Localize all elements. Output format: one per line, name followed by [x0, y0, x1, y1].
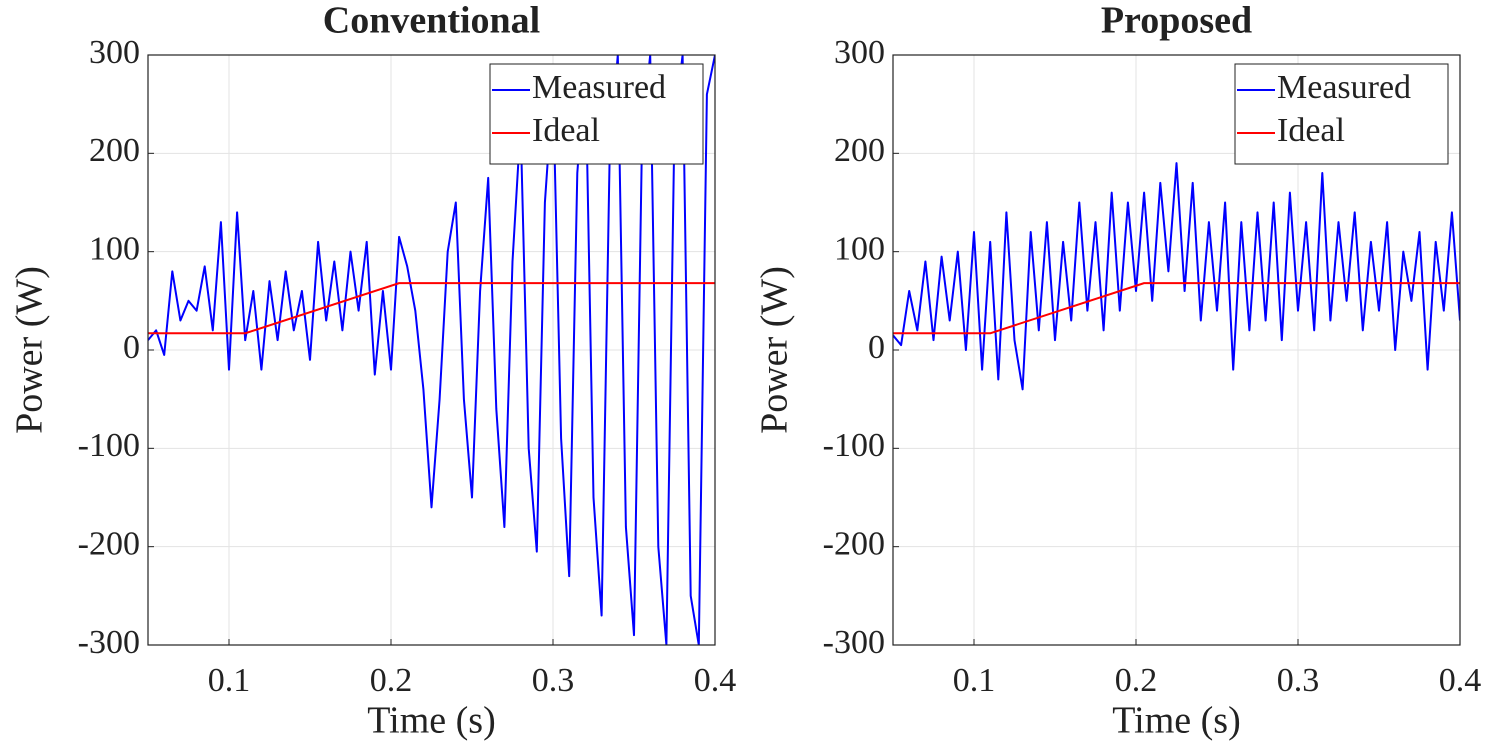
y-tick-label: 100 — [834, 230, 885, 267]
x-tick-label: 0.2 — [370, 662, 413, 699]
y-tick-label: 300 — [89, 34, 140, 71]
legend-label: Measured — [532, 69, 666, 106]
x-tick-label: 0.3 — [1277, 662, 1320, 699]
data-line — [148, 282, 715, 335]
y-tick-label: -200 — [78, 525, 140, 562]
x-tick-label: 0.4 — [694, 662, 737, 699]
data-line — [148, 55, 715, 645]
y-axis-label: Power (W) — [9, 266, 51, 434]
chart-title: Proposed — [1101, 0, 1252, 42]
y-axis-label: Power (W) — [754, 266, 796, 434]
y-tick-label: -100 — [78, 427, 140, 464]
y-tick-label: -300 — [78, 624, 140, 661]
data-line — [893, 282, 1460, 335]
y-tick-label: 300 — [834, 34, 885, 71]
x-tick-label: 0.3 — [532, 662, 575, 699]
x-tick-label: 0.1 — [208, 662, 251, 699]
legend-label: Measured — [1277, 69, 1411, 106]
y-tick-label: 200 — [834, 132, 885, 169]
x-axis-label: Time (s) — [1112, 700, 1240, 742]
x-tick-label: 0.1 — [953, 662, 996, 699]
axes-box — [147, 54, 716, 646]
y-tick-label: 100 — [89, 230, 140, 267]
x-tick-label: 0.4 — [1439, 662, 1482, 699]
axes-box — [892, 54, 1461, 646]
x-tick-label: 0.2 — [1115, 662, 1158, 699]
y-tick-label: -200 — [823, 525, 885, 562]
y-tick-label: 0 — [123, 329, 140, 366]
y-tick-label: 200 — [89, 132, 140, 169]
y-tick-label: 0 — [868, 329, 885, 366]
panel: -300 -200 -100 0 100 200 300 0.1 0.2 0.3 0.4 Measur… — [9, 0, 737, 742]
x-axis-label: Time (s) — [367, 700, 495, 742]
legend-label: Ideal — [532, 112, 600, 149]
legend-box — [489, 63, 704, 165]
chart-title: Conventional — [323, 0, 540, 42]
data-line — [893, 162, 1460, 391]
legend-label: Ideal — [1277, 112, 1345, 149]
legend-box — [1234, 63, 1449, 165]
panel: -300 -200 -100 0 100 200 300 0.1 0.2 0.3 0.4 Measur… — [754, 0, 1482, 742]
y-tick-label: -300 — [823, 624, 885, 661]
y-tick-label: -100 — [823, 427, 885, 464]
